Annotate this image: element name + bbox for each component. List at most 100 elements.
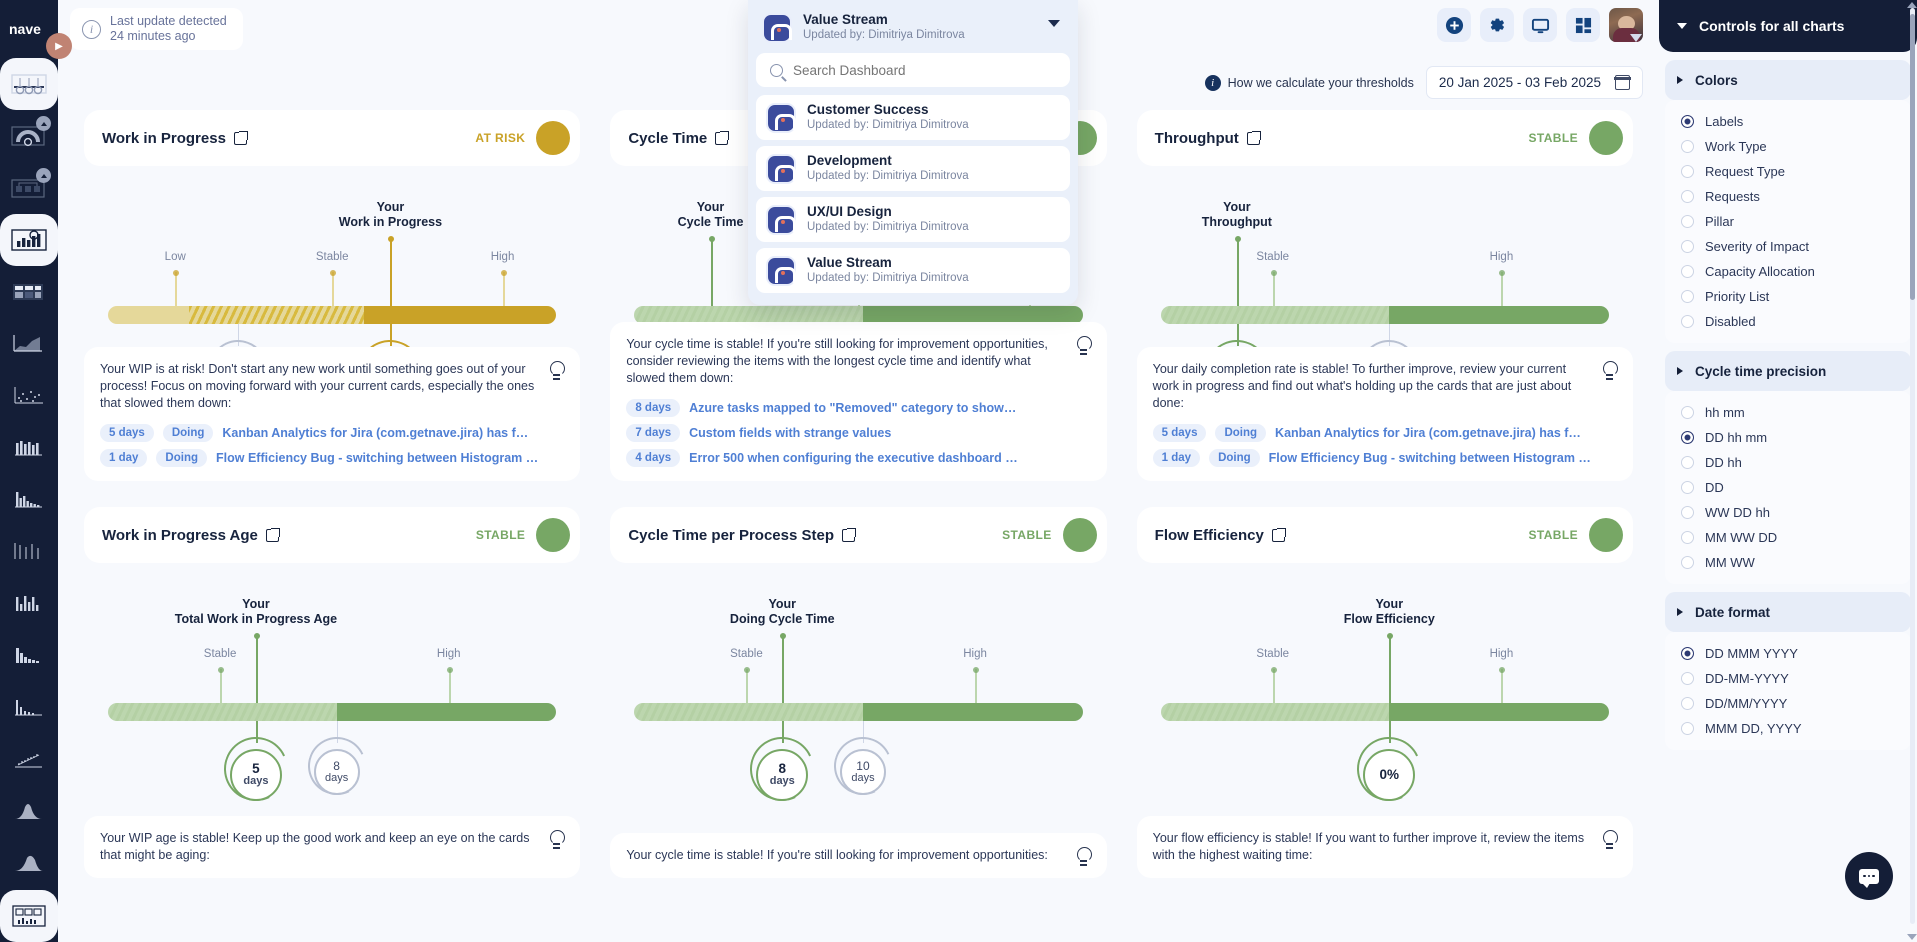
chat-support-button[interactable]	[1845, 852, 1893, 900]
sidebar-item-flow-diagram[interactable]	[0, 162, 58, 214]
radio-icon[interactable]	[1681, 290, 1694, 303]
open-external-icon[interactable]	[715, 131, 730, 145]
radio-option[interactable]: MMM DD, YYYY	[1665, 716, 1911, 741]
sidebar-item-analytics-search[interactable]	[0, 214, 58, 266]
dashboard-list-item[interactable]: UX/UI Design Updated by: Dimitriya Dimitr…	[756, 197, 1070, 242]
dashboard-list-item[interactable]: Development Updated by: Dimitriya Dimitro…	[756, 146, 1070, 191]
radio-option[interactable]: DD hh mm	[1665, 425, 1911, 450]
insight-link-row[interactable]: 1 day Doing Flow Efficiency Bug - switchin…	[100, 449, 564, 467]
scroll-up-arrow[interactable]	[1907, 2, 1917, 8]
radio-icon[interactable]	[1681, 722, 1694, 735]
radio-icon[interactable]	[1681, 315, 1694, 328]
radio-option[interactable]: DD MMM YYYY	[1665, 641, 1911, 666]
controls-section-colors[interactable]: Colors	[1665, 60, 1911, 100]
radio-option[interactable]: Requests	[1665, 184, 1911, 209]
dashboard-list-item[interactable]: Customer Success Updated by: Dimitriya Di…	[756, 95, 1070, 140]
radio-icon[interactable]	[1681, 697, 1694, 710]
radio-option[interactable]: DD-MM-YYYY	[1665, 666, 1911, 691]
thresholds-info-link[interactable]: i How we calculate your thresholds	[1204, 74, 1414, 91]
radio-option[interactable]: DD/MM/YYYY	[1665, 691, 1911, 716]
sidebar-item-speedometer[interactable]	[0, 110, 58, 162]
lightbulb-icon[interactable]	[549, 361, 566, 380]
radio-option[interactable]: Severity of Impact	[1665, 234, 1911, 259]
avatar[interactable]	[1609, 8, 1643, 42]
sidebar-item-board-metrics[interactable]	[0, 58, 58, 110]
sidebar-item-dashboard-tools[interactable]	[0, 890, 58, 942]
radio-icon[interactable]	[1681, 190, 1694, 203]
sidebar-item-distribution[interactable]	[0, 630, 58, 682]
radio-option[interactable]: Priority List	[1665, 284, 1911, 309]
radio-option[interactable]: Capacity Allocation	[1665, 259, 1911, 284]
scrollbar-thumb[interactable]	[1910, 14, 1915, 300]
radio-option[interactable]: Work Type	[1665, 134, 1911, 159]
radio-icon[interactable]	[1681, 506, 1694, 519]
sidebar-item-scatter-chart[interactable]	[0, 370, 58, 422]
lightbulb-icon[interactable]	[1602, 361, 1618, 380]
lightbulb-icon[interactable]	[1602, 830, 1618, 849]
radio-option[interactable]: MM WW DD	[1665, 525, 1911, 550]
scrollbar-track[interactable]	[1910, 8, 1915, 924]
radio-option[interactable]: WW DD hh	[1665, 500, 1911, 525]
radio-option[interactable]: Pillar	[1665, 209, 1911, 234]
controls-section-date-format[interactable]: Date format	[1665, 592, 1911, 632]
sidebar-item-decay-chart[interactable]	[0, 682, 58, 734]
insight-link-row[interactable]: 1 day Doing Flow Efficiency Bug - switchin…	[1152, 449, 1617, 467]
open-external-icon[interactable]	[842, 528, 856, 542]
open-external-icon[interactable]	[1246, 131, 1261, 145]
open-external-icon[interactable]	[233, 131, 248, 145]
chevron-down-icon[interactable]	[1048, 20, 1060, 27]
link-title[interactable]: Azure tasks mapped to "Removed" category…	[689, 401, 1020, 415]
radio-icon[interactable]	[1681, 672, 1694, 685]
radio-icon[interactable]	[1681, 456, 1694, 469]
link-title[interactable]: Custom fields with strange values	[689, 426, 892, 440]
radio-icon[interactable]	[1681, 215, 1694, 228]
sidebar-expand-toggle[interactable]: ▶	[46, 33, 72, 59]
search-input[interactable]	[793, 62, 1056, 78]
scroll-down-arrow[interactable]	[1907, 934, 1917, 940]
radio-option[interactable]: MM WW	[1665, 550, 1911, 575]
insight-link-row[interactable]: 5 days Doing Kanban Analytics for Jira (co…	[1152, 424, 1617, 442]
link-title[interactable]: Error 500 when configuring the executive…	[689, 451, 1020, 465]
insight-link-row[interactable]: 5 days Doing Kanban Analytics for Jira (co…	[100, 424, 564, 442]
sidebar-item-grid-cards[interactable]	[0, 266, 58, 318]
insight-link-row[interactable]: 8 days Azure tasks mapped to "Removed" ca…	[626, 399, 1090, 417]
open-external-icon[interactable]	[1271, 528, 1286, 542]
radio-icon[interactable]	[1681, 406, 1694, 419]
controls-panel-header[interactable]: Controls for all charts	[1659, 0, 1917, 52]
radio-icon[interactable]	[1681, 265, 1694, 278]
radio-icon[interactable]	[1681, 115, 1694, 128]
collapse-badge-icon[interactable]	[36, 116, 51, 131]
date-range-picker[interactable]: 20 Jan 2025 - 03 Feb 2025	[1425, 66, 1643, 99]
radio-icon[interactable]	[1681, 240, 1694, 253]
lightbulb-icon[interactable]	[549, 830, 566, 849]
radio-icon[interactable]	[1681, 165, 1694, 178]
add-button[interactable]	[1437, 8, 1471, 42]
lightbulb-icon[interactable]	[1076, 847, 1092, 866]
link-title[interactable]: Flow Efficiency Bug - switching between …	[216, 451, 539, 465]
dashboard-list-item[interactable]: Value Stream Updated by: Dimitriya Dimitr…	[756, 248, 1070, 293]
link-title[interactable]: Flow Efficiency Bug - switching between …	[1268, 451, 1591, 465]
collapse-badge-icon[interactable]	[36, 168, 51, 183]
sidebar-item-spread-chart[interactable]	[0, 578, 58, 630]
display-button[interactable]	[1523, 8, 1557, 42]
chevron-down-icon[interactable]	[1630, 34, 1642, 42]
radio-icon[interactable]	[1681, 481, 1694, 494]
settings-button[interactable]	[1480, 8, 1514, 42]
sidebar-item-bell-curve[interactable]	[0, 786, 58, 838]
sidebar-item-bar-chart[interactable]	[0, 422, 58, 474]
radio-icon[interactable]	[1681, 140, 1694, 153]
dashboard-search[interactable]	[756, 53, 1070, 87]
sidebar-item-histogram[interactable]	[0, 474, 58, 526]
insight-link-row[interactable]: 7 days Custom fields with strange values	[626, 424, 1090, 442]
sidebar-item-normal-dist[interactable]	[0, 838, 58, 890]
radio-icon[interactable]	[1681, 431, 1694, 444]
sidebar-item-trend-scatter[interactable]	[0, 734, 58, 786]
sidebar-item-area-chart[interactable]	[0, 318, 58, 370]
radio-option[interactable]: hh mm	[1665, 400, 1911, 425]
sidebar-item-column-chart[interactable]	[0, 526, 58, 578]
radio-option[interactable]: Request Type	[1665, 159, 1911, 184]
layout-button[interactable]	[1566, 8, 1600, 42]
open-external-icon[interactable]	[265, 528, 280, 542]
radio-option[interactable]: DD	[1665, 475, 1911, 500]
link-title[interactable]: Kanban Analytics for Jira (com.getnave.j…	[1275, 426, 1581, 440]
